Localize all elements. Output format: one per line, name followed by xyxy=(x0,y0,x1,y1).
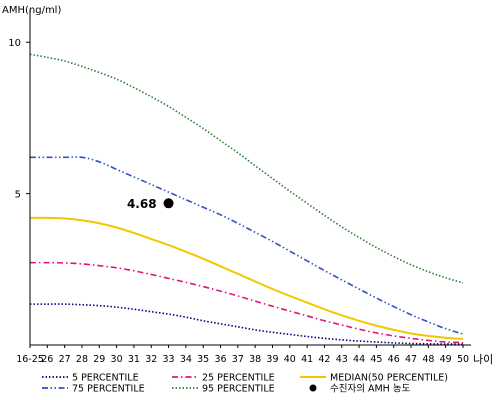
x-tick-label: 50 xyxy=(457,354,469,365)
x-tick-label: 32 xyxy=(145,354,157,365)
x-tick-label: 35 xyxy=(197,354,209,365)
x-tick-label: 26 xyxy=(41,354,53,365)
x-tick-label: 40 xyxy=(284,354,296,365)
plot-area: 4.68 xyxy=(29,53,464,345)
y-axis-label: AMH(ng/ml) xyxy=(2,5,61,16)
x-tick-label: 28 xyxy=(76,354,88,365)
series-line-75-percentile xyxy=(30,156,464,335)
legend-swatch-patient-point xyxy=(309,384,317,392)
series-line-95-percentile xyxy=(29,53,464,284)
x-tick-label: 31 xyxy=(128,354,140,365)
y-tick-label: 10 xyxy=(8,38,21,49)
x-axis-label: 나이 xyxy=(473,353,493,366)
x-tick-label: 29 xyxy=(93,354,105,365)
x-tick-label: 38 xyxy=(249,354,261,365)
series-line-5-percentile xyxy=(30,303,464,345)
x-tick-label: 42 xyxy=(318,354,330,365)
x-tick-label: 41 xyxy=(301,354,313,365)
legend-label-75-percentile: 75 PERCENTILE xyxy=(72,384,145,395)
legend-label-median-50-percentile: MEDIAN(50 PERCENTILE) xyxy=(330,373,448,384)
legend-label-25-percentile: 25 PERCENTILE xyxy=(202,373,275,384)
legend-label-5-percentile: 5 PERCENTILE xyxy=(72,373,139,384)
x-tick-label: 43 xyxy=(336,354,348,365)
x-tick-label: 49 xyxy=(440,354,452,365)
x-tick-label: 27 xyxy=(59,354,71,365)
x-tick-label: 33 xyxy=(163,354,175,365)
x-tick-label: 39 xyxy=(266,354,278,365)
x-tick-label: 48 xyxy=(422,354,434,365)
x-tick-label: 37 xyxy=(232,354,244,365)
legend-label-95-percentile: 95 PERCENTILE xyxy=(202,384,275,395)
x-tick-label: 47 xyxy=(405,354,417,365)
x-tick-label: 45 xyxy=(370,354,382,365)
legend-label-patient-point: 수진자의 AMH 농도 xyxy=(330,384,411,395)
series-line-25-percentile xyxy=(29,261,464,344)
chart-legend: 5 PERCENTILE 25 PERCENTILE MEDIAN(50 PERCE… xyxy=(42,373,448,395)
x-tick-label: 44 xyxy=(353,354,365,365)
patient-amh-point xyxy=(163,198,174,209)
y-axis: 5 10 AMH(ng/ml) xyxy=(2,5,61,345)
patient-amh-value-label: 4.68 xyxy=(127,197,157,211)
series-line-median-50-percentile xyxy=(29,216,464,340)
x-tick-label: 34 xyxy=(180,354,192,365)
x-tick-label: 16-25 xyxy=(16,354,44,365)
x-tick-label: 46 xyxy=(388,354,400,365)
x-tick-label: 30 xyxy=(111,354,123,365)
y-tick-label: 5 xyxy=(15,190,21,201)
x-tick-label: 36 xyxy=(214,354,226,365)
